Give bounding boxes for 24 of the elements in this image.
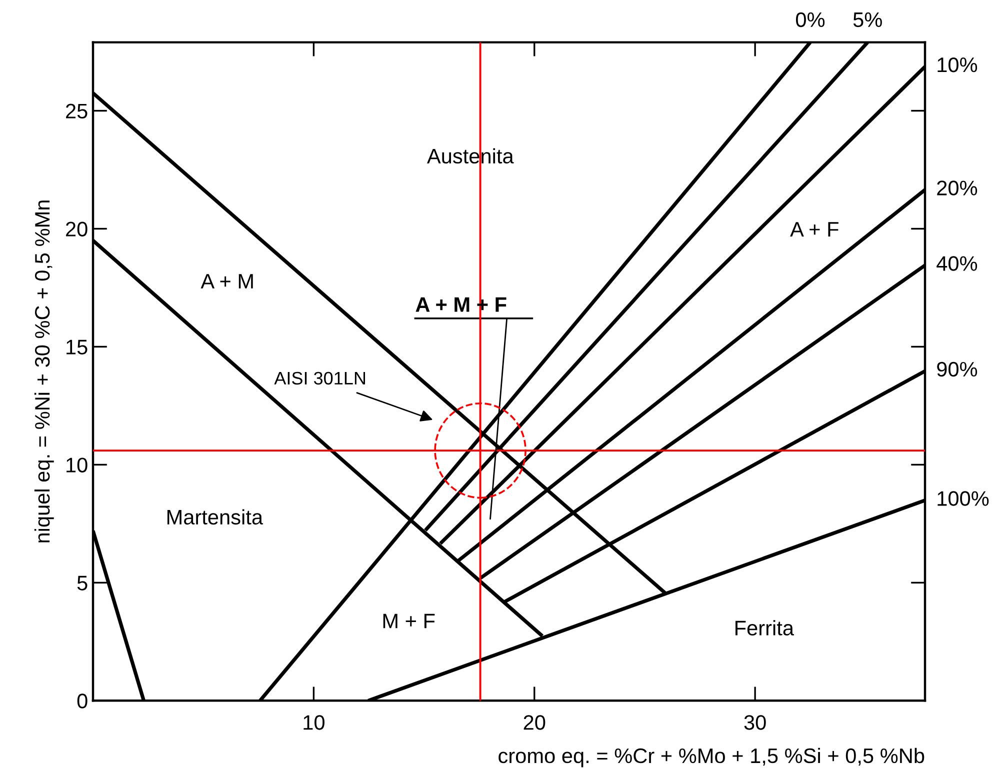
legend-label: 90% <box>937 362 978 377</box>
annotation: Martensita <box>167 509 264 525</box>
y-tick-label: 0 <box>77 694 88 708</box>
y-tick-label: 25 <box>66 104 88 119</box>
y-tick-label: 15 <box>66 340 88 354</box>
series-label: 5% <box>853 12 882 28</box>
series-label: 0% <box>796 12 825 28</box>
annotation: A + M <box>200 274 253 288</box>
y-tick-label: 20 <box>66 222 88 236</box>
annotation: A + F <box>790 222 838 236</box>
series-label: 10% <box>938 57 978 72</box>
x-axis-title: cromo eq. = %Cr + %Mo + 1,5 %Si + 0,5 %Nb <box>498 748 924 768</box>
x-tick-label: 30 <box>744 715 766 730</box>
annotation: Ferrita <box>736 620 794 636</box>
annotation: M + F <box>383 614 435 628</box>
x-tick-label: 10 <box>304 715 324 730</box>
series-label: 20% <box>937 180 978 196</box>
series-label: 100% <box>938 491 989 506</box>
y-tick-label: 5 <box>77 576 88 590</box>
series-label: 40% <box>936 256 978 271</box>
annotation: AISI 301LN <box>274 372 366 385</box>
y-axis-title: niquel eq. = %Ni + 30 %C + 0,5 %Mn <box>34 200 54 542</box>
x-tick-label: 20 <box>524 715 546 730</box>
y-tick-label: 10 <box>66 458 88 472</box>
